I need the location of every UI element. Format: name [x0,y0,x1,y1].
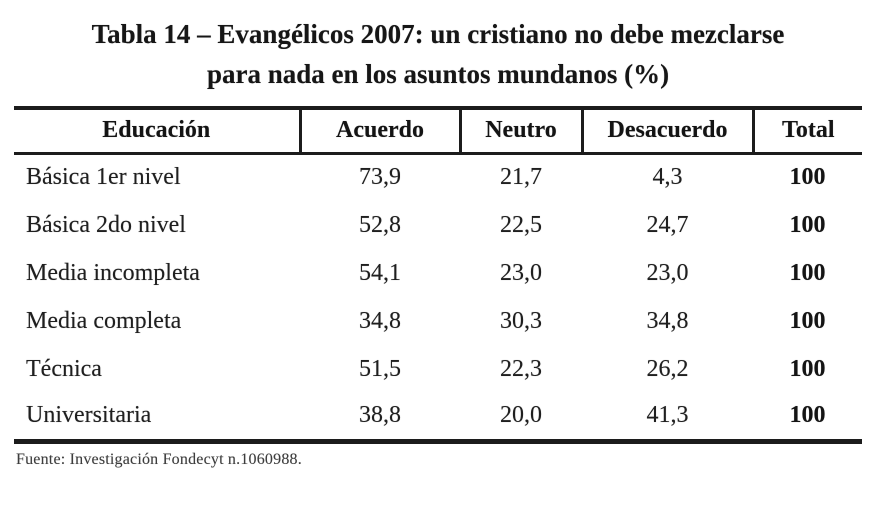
table-title: Tabla 14 – Evangélicos 2007: un cristian… [0,14,876,94]
cell-neutro: 20,0 [500,402,542,429]
cell-educacion: Básica 2do nivel [26,211,186,238]
cell-educacion: Técnica [26,355,102,382]
table-header-row: Educación Acuerdo Neutro Desacuerdo Tota… [14,108,862,155]
table-row: Básica 1er nivel 73,9 21,7 4,3 100 [14,153,862,201]
source-note: Fuente: Investigación Fondecyt n.1060988… [16,450,302,468]
column-header-total: Total [751,108,862,155]
cell-educacion: Básica 1er nivel [26,164,181,191]
table-row: Básica 2do nivel 52,8 22,5 24,7 100 [14,201,862,249]
cell-total: 100 [789,259,826,286]
cell-acuerdo: 73,9 [359,164,401,191]
data-table: Educación Acuerdo Neutro Desacuerdo Tota… [14,106,862,444]
cell-desacuerdo: 41,3 [646,402,689,429]
cell-desacuerdo: 4,3 [652,164,683,191]
table-title-line2: para nada en los asuntos mundanos (%) [206,59,670,89]
cell-acuerdo: 38,8 [359,402,401,429]
cell-desacuerdo: 34,8 [646,307,689,334]
cell-neutro: 22,3 [500,355,542,382]
table-body: Básica 1er nivel 73,9 21,7 4,3 100 Básica 2do… [14,153,862,441]
column-header-acuerdo: Acuerdo [298,108,460,155]
cell-neutro: 23,0 [500,259,542,286]
cell-total: 100 [789,355,826,382]
cell-desacuerdo: 23,0 [646,259,689,286]
table-row: Media incompleta 54,1 23,0 23,0 100 [14,249,862,297]
column-header-educacion: Educación [14,108,300,155]
table-row: Técnica 51,5 22,3 26,2 100 [14,345,862,393]
cell-educacion: Universitaria [26,402,152,429]
cell-neutro: 30,3 [500,307,542,334]
table-title-line1: Tabla 14 – Evangélicos 2007: un cristian… [91,19,785,49]
cell-acuerdo: 52,8 [359,211,401,238]
cell-total: 100 [789,211,826,238]
cell-educacion: Media completa [26,307,182,334]
table-header: Educación Acuerdo Neutro Desacuerdo Tota… [14,108,862,155]
cell-acuerdo: 54,1 [359,259,401,286]
cell-desacuerdo: 24,7 [646,211,689,238]
data-table-wrapper: Educación Acuerdo Neutro Desacuerdo Tota… [14,106,862,444]
cell-total: 100 [789,402,826,429]
cell-educacion: Media incompleta [26,259,200,286]
cell-total: 100 [789,307,826,334]
table-row: Media completa 34,8 30,3 34,8 100 [14,297,862,345]
table-row: Universitaria 38,8 20,0 41,3 100 [14,393,862,441]
cell-neutro: 22,5 [500,211,542,238]
cell-desacuerdo: 26,2 [646,355,689,382]
column-header-desacuerdo: Desacuerdo [580,108,753,155]
cell-total: 100 [789,164,826,191]
cell-acuerdo: 34,8 [359,307,401,334]
cell-neutro: 21,7 [500,164,542,191]
cell-acuerdo: 51,5 [359,355,401,382]
column-header-neutro: Neutro [458,108,582,155]
